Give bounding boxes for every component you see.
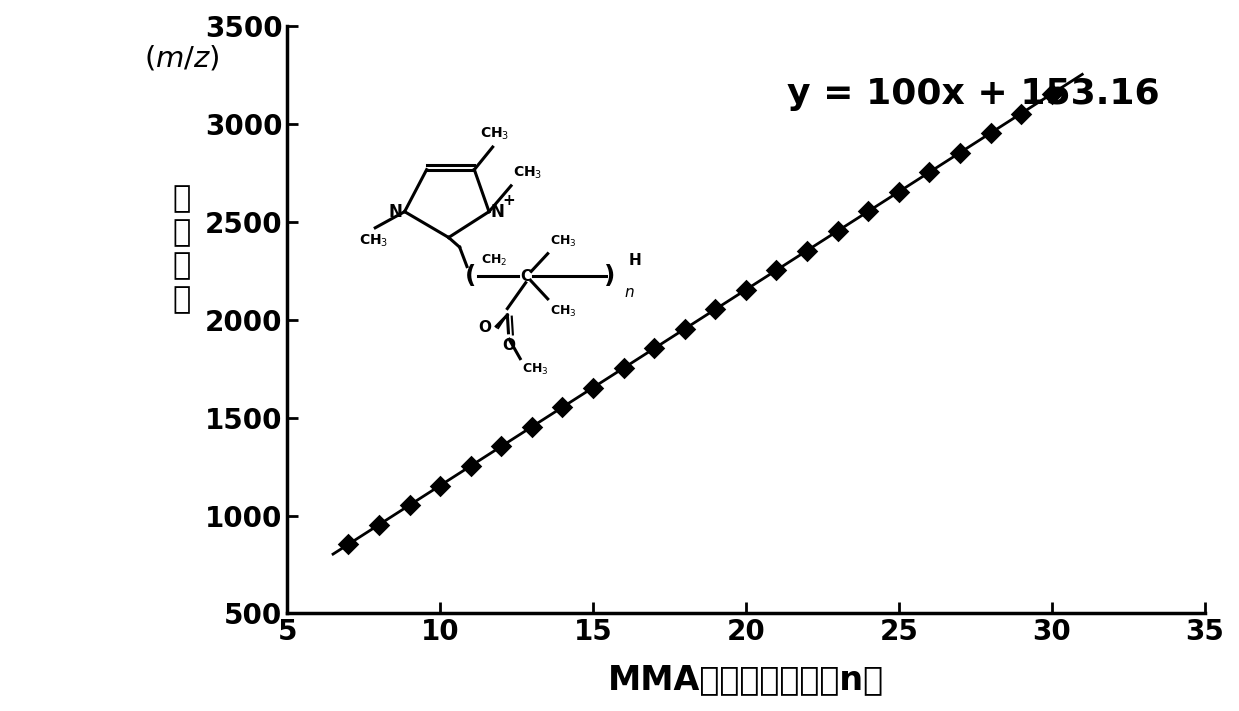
Point <box>1042 88 1062 100</box>
Point <box>430 480 450 491</box>
Point <box>338 539 358 550</box>
Point <box>644 343 664 354</box>
Point <box>828 225 847 237</box>
Point <box>461 460 481 471</box>
Point <box>797 245 817 256</box>
Point <box>919 166 939 178</box>
Point <box>613 363 633 374</box>
Point <box>584 382 603 393</box>
Point <box>675 324 695 335</box>
Point <box>369 519 389 530</box>
Point <box>553 402 572 413</box>
Point <box>736 284 756 296</box>
Point <box>950 147 970 159</box>
Point <box>705 304 725 315</box>
Point <box>767 264 787 276</box>
Point <box>859 205 878 217</box>
Point <box>888 186 908 198</box>
X-axis label: MMA的重复单元数（n）: MMA的重复单元数（n） <box>608 663 883 696</box>
Text: 摩
尔
质
量: 摩 尔 质 量 <box>172 184 191 314</box>
Point <box>1011 108 1031 119</box>
Text: y = 100x + 153.16: y = 100x + 153.16 <box>787 77 1160 110</box>
Point <box>400 499 420 510</box>
Point <box>522 421 541 432</box>
Point <box>492 441 512 452</box>
Text: $(m/z)$: $(m/z)$ <box>144 43 219 73</box>
Point <box>980 127 1000 139</box>
